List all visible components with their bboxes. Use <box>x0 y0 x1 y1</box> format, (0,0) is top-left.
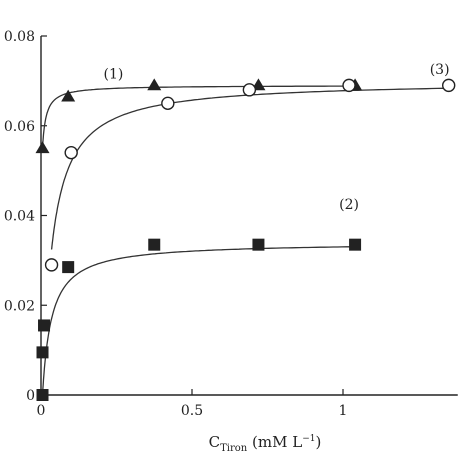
curve-label-1: (1) <box>104 67 124 83</box>
curve-label-3: (3) <box>430 62 450 78</box>
x-axis-label-sup: −1 <box>302 434 315 444</box>
series-1-point-0 <box>35 141 50 154</box>
series-2-point-3 <box>62 261 75 274</box>
x-axis-label: CTiron (mM L−1) <box>209 433 322 454</box>
y-tick-label-3: 0.06 <box>4 119 35 135</box>
series-3-point-2 <box>161 96 175 111</box>
series-2-point-5 <box>252 238 265 251</box>
axes: 0 0.02 0.04 0.06 0.08 0 0.5 1 <box>4 29 458 419</box>
series-2-point-1 <box>36 346 49 359</box>
x-tick-label-0: 0 <box>37 403 46 419</box>
curve-series-3 <box>50 87 449 250</box>
x-tick-label-2: 1 <box>339 403 348 419</box>
markers <box>35 78 456 401</box>
curve-series-1 <box>41 85 356 149</box>
x-axis-label-close: ) <box>315 433 321 451</box>
x-axis-label-main: C <box>209 433 220 451</box>
series-3-point-4 <box>342 78 356 93</box>
series-2-point-0 <box>36 389 49 401</box>
series-3-point-5 <box>442 78 456 93</box>
y-tick-label-2: 0.04 <box>4 209 35 225</box>
series-1-point-1 <box>61 89 76 102</box>
y-tick-label-4: 0.08 <box>4 29 35 45</box>
x-tick-label-1: 0.5 <box>181 403 203 419</box>
series-3-point-3 <box>242 83 257 97</box>
curve-label-2: (2) <box>339 197 359 213</box>
y-tick-label-1: 0.02 <box>4 298 35 314</box>
x-axis-label-sub: Tiron <box>220 443 248 454</box>
curve-series-2 <box>41 246 356 395</box>
x-axis-label-unit: (mM L <box>247 433 302 451</box>
series-2-point-2 <box>38 319 51 332</box>
series-1-point-2 <box>147 78 162 91</box>
curves <box>41 85 449 395</box>
series-3-point-1 <box>64 145 78 160</box>
series-2-point-4 <box>148 238 161 251</box>
labels: (1) (2) (3) <box>104 62 450 213</box>
series-2-point-6 <box>349 238 362 251</box>
y-tick-label-0: 0 <box>26 388 35 404</box>
series-3-point-0 <box>44 258 59 272</box>
